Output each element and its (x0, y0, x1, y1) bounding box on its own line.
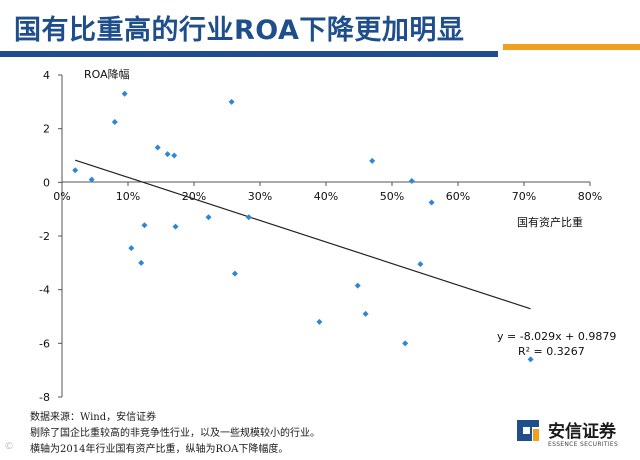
data-point (527, 356, 534, 363)
data-point (402, 340, 409, 347)
logo-english: ESSENCE SECURITIES (548, 441, 619, 448)
company-logo: 安信证券 ESSENCE SECURITIES (514, 414, 634, 454)
data-point (316, 318, 323, 325)
scatter-chart: 4 2 0 -2 -4 -6 -8 0% 10% 20% 30% 40% 50% 60% 70% 80% RO… (39, 67, 616, 404)
logo-name: 安信证券 (548, 422, 616, 442)
x-tick-label: 80% (578, 190, 602, 203)
y-tick-label: 4 (43, 69, 50, 82)
trendline-group (75, 159, 531, 310)
y-axis-label: ROA降幅 (84, 67, 130, 81)
x-tick-label: 20% (182, 190, 206, 203)
data-point (228, 98, 235, 105)
x-tick-label: 50% (380, 190, 404, 203)
data-point (428, 199, 435, 206)
data-point (362, 310, 369, 317)
data-point (141, 222, 148, 229)
data-points (72, 90, 534, 363)
trendline-equation: y = -8.029x + 0.9879 (497, 330, 616, 343)
x-tick-label: 10% (116, 190, 140, 203)
chart-ticks: 4 2 0 -2 -4 -6 -8 0% 10% 20% 30% 40% 50% 60% 70% 80% (39, 69, 602, 404)
x-axis-label: 国有资产比重 (517, 215, 583, 229)
footnote-note: 剔除了国企比重较高的非竞争性行业，以及一些规模较小的行业。 (30, 428, 320, 439)
data-point (154, 144, 161, 151)
x-tick-label: 60% (446, 190, 470, 203)
data-point (111, 118, 118, 125)
footnotes: 数据来源：Wind，安信证券 剔除了国企比重较高的非竞争性行业，以及一些规模较小… (30, 410, 320, 458)
footnote-axes: 横轴为2014年行业国有资产比重，纵轴为ROA下降幅度。 (30, 444, 289, 455)
x-tick-label: 70% (512, 190, 536, 203)
data-point (121, 90, 128, 97)
data-point (128, 245, 135, 252)
data-point (369, 157, 376, 164)
title-underline-orange (503, 44, 640, 50)
r-squared-label: R² = 0.3267 (518, 345, 585, 358)
y-tick-label: -6 (39, 337, 50, 350)
data-point (88, 176, 95, 183)
data-point (231, 270, 238, 277)
data-point (172, 223, 179, 230)
data-point (171, 152, 178, 159)
logo-mark-icon (517, 420, 539, 441)
y-tick-label: 0 (43, 176, 50, 189)
footnote-source: 数据来源：Wind，安信证券 (30, 412, 157, 423)
x-tick-label: 40% (314, 190, 338, 203)
data-point (205, 214, 212, 221)
y-tick-label: -8 (39, 391, 50, 404)
trendline (75, 159, 531, 310)
y-tick-label: -2 (39, 230, 50, 243)
slide-title: 国有比重高的行业ROA下降更加明显 (14, 15, 465, 46)
data-point (164, 151, 171, 158)
title-underline-blue (0, 51, 498, 57)
data-point (138, 259, 145, 266)
data-point (245, 214, 252, 221)
y-tick-label: 2 (43, 123, 50, 136)
data-point (408, 177, 415, 184)
chart-axes (61, 75, 590, 397)
x-tick-label: 30% (248, 190, 272, 203)
y-tick-label: -4 (39, 284, 50, 297)
data-point (417, 261, 424, 268)
x-tick-label: 0% (53, 190, 70, 203)
data-point (354, 282, 361, 289)
watermark: © (4, 441, 14, 452)
data-point (72, 167, 79, 174)
